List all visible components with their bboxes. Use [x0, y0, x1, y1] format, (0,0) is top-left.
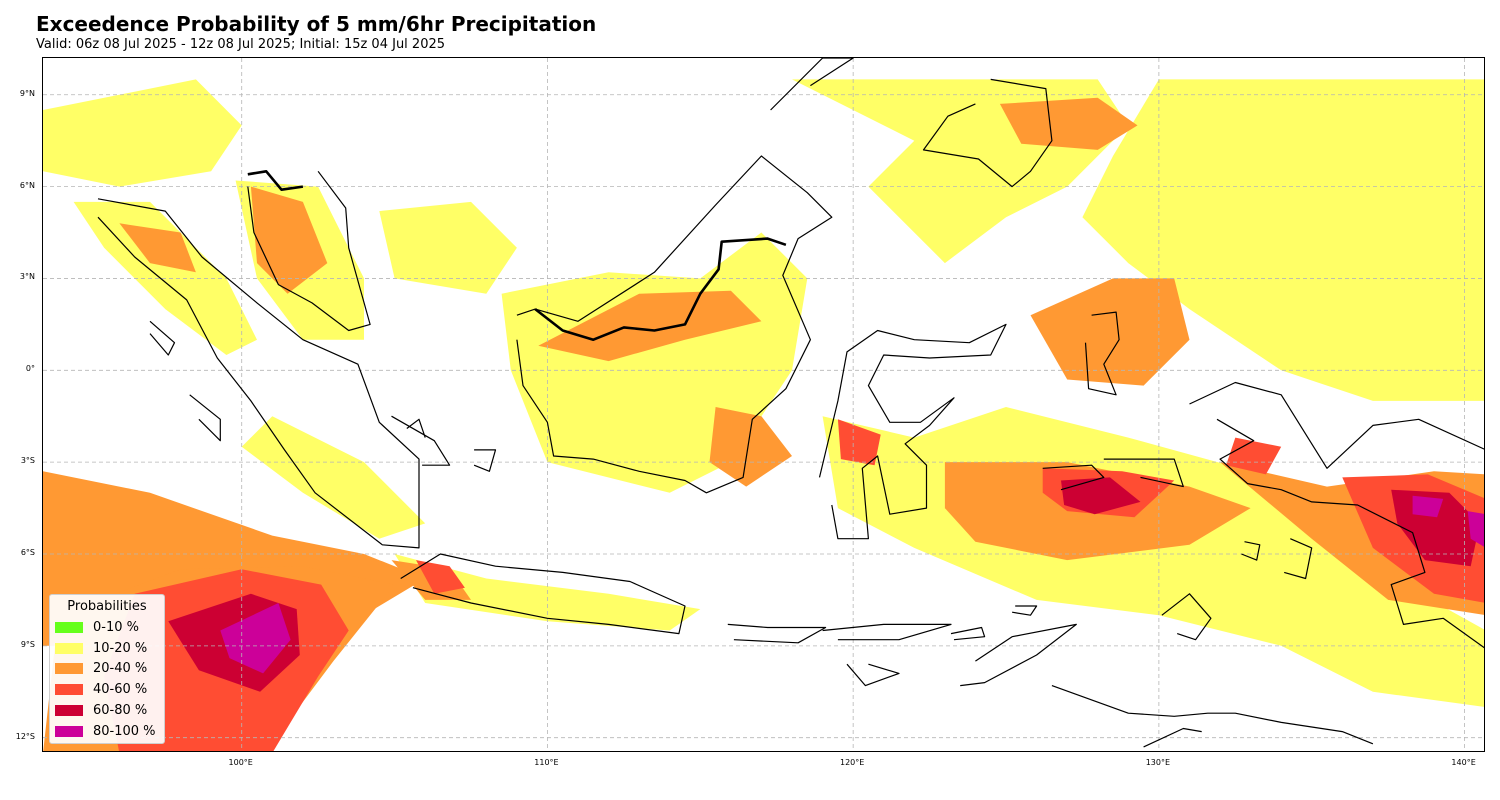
coastline: [846, 663, 900, 687]
legend-swatch: [55, 642, 83, 654]
country-border: [534, 237, 787, 342]
coastline: [97, 198, 420, 549]
legend-swatch: [55, 725, 83, 737]
lat-tick-label: 0°: [25, 364, 35, 374]
legend: Probabilities 0-10 % 10-20 % 20-40 % 40-60 …: [49, 594, 165, 744]
coastline: [727, 623, 827, 644]
gridline-layer: [43, 58, 1484, 751]
precip-area-10-20-3: [379, 201, 517, 294]
legend-swatch: [55, 684, 83, 696]
coastline: [1051, 685, 1374, 745]
lon-tick-label: 130°E: [1145, 758, 1171, 767]
precip-area-40-60-23: [1226, 437, 1282, 475]
map-subtitle: Valid: 06z 08 Jul 2025 - 12z 08 Jul 2025…: [36, 37, 446, 52]
legend-item: 0-10 %: [50, 617, 164, 638]
lat-tick-label: 9°S: [20, 639, 35, 649]
legend-label: 80-100 %: [93, 723, 156, 739]
precip-area-20-40-19: [999, 97, 1138, 150]
lat-tick-label: 12°S: [15, 731, 35, 741]
coastline-layer: [97, 58, 1484, 748]
legend-label: 0-10 %: [93, 619, 139, 635]
legend-swatch: [55, 663, 83, 675]
legend-swatch: [55, 705, 83, 717]
lat-tick-label: 3°S: [20, 456, 35, 466]
coastline: [1103, 458, 1184, 488]
lat-tick-label: 6°S: [20, 547, 35, 557]
coastline: [391, 415, 451, 466]
precip-area-80-100-31: [1412, 495, 1444, 518]
coastline: [1012, 605, 1038, 616]
precip-fill-layer: [43, 79, 1484, 751]
legend-item: 10-20 %: [50, 638, 164, 659]
map-title: Exceedence Probability of 5 mm/6hr Preci…: [36, 12, 597, 36]
precip-area-40-60-26: [416, 560, 465, 594]
precip-area-10-20-5: [241, 416, 426, 539]
precip-area-20-40-15: [1030, 278, 1190, 386]
coastline: [1189, 381, 1484, 649]
coastline: [822, 623, 952, 641]
coastline: [473, 449, 497, 472]
legend-label: 10-20 %: [93, 640, 148, 656]
lat-tick-label: 6°N: [19, 180, 35, 190]
legend-label: 20-40 %: [93, 661, 148, 677]
coastline: [950, 626, 986, 641]
lon-tick-label: 120°E: [839, 758, 865, 767]
map-frame[interactable]: [42, 57, 1485, 752]
legend-item: 40-60 %: [50, 679, 164, 700]
precip-area-80-100-30: [220, 603, 291, 674]
coastline: [1284, 538, 1313, 580]
country-border: [247, 170, 304, 191]
legend-label: 60-80 %: [93, 703, 148, 719]
coastline: [247, 170, 371, 332]
precip-area-40-60-25: [837, 419, 881, 466]
coastline: [770, 58, 854, 111]
legend-item: 60-80 %: [50, 700, 164, 721]
precip-area-20-40-12: [538, 290, 762, 362]
coastline: [922, 78, 1053, 188]
coastline: [1042, 464, 1105, 491]
coastline: [516, 155, 833, 494]
coastline: [149, 320, 176, 356]
precip-area-20-40-17: [119, 223, 196, 273]
precipitation-map[interactable]: [43, 58, 1485, 752]
legend-title: Probabilities: [67, 599, 147, 614]
coastline: [818, 323, 1007, 540]
coastline: [406, 418, 426, 438]
lat-tick-label: 3°N: [19, 272, 35, 282]
precip-area-10-20-0: [43, 79, 242, 187]
legend-item: 20-40 %: [50, 659, 164, 680]
legend-swatch: [55, 621, 83, 633]
coastline: [1161, 593, 1212, 641]
legend-items: 0-10 % 10-20 % 20-40 % 40-60 % 60-80 % 80-100…: [50, 617, 164, 742]
lat-tick-label: 9°N: [19, 88, 35, 98]
precip-area-10-20-8: [1082, 79, 1484, 401]
coastline: [1084, 311, 1120, 396]
lon-tick-label: 100°E: [228, 758, 253, 767]
coastline: [400, 553, 686, 635]
coastline: [1241, 541, 1261, 561]
precip-area-80-100-32: [1467, 511, 1484, 547]
legend-item: 80-100 %: [50, 721, 164, 742]
lon-tick-label: 140°E: [1451, 758, 1476, 767]
precip-area-20-40-13: [709, 407, 792, 487]
coastline: [1143, 727, 1202, 748]
lon-tick-label: 110°E: [534, 758, 559, 767]
coastline: [960, 623, 1077, 687]
legend-label: 40-60 %: [93, 682, 148, 698]
border-layer: [247, 170, 787, 342]
coastline: [189, 394, 221, 442]
precip-area-60-80-28: [1061, 477, 1141, 515]
